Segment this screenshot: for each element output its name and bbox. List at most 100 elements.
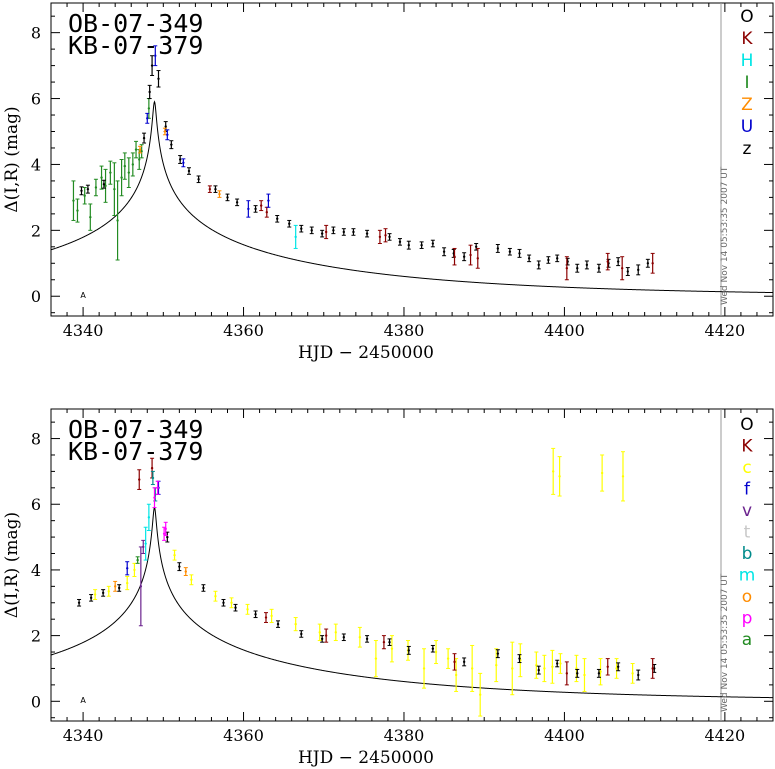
point-marker [434,650,438,654]
data-point [442,247,447,257]
point-marker [178,565,181,568]
x-tick-label: 4380 [384,321,425,340]
data-point [387,638,392,646]
chart-title-line: OB-07-349 [68,9,203,38]
x-tick-label: 4380 [384,726,425,745]
data-point [550,649,555,684]
point-marker [131,163,135,166]
series-I [71,98,151,261]
point-marker [113,187,116,191]
data-point [614,658,619,679]
point-marker [218,192,221,196]
data-point [75,198,80,223]
data-point [596,668,601,678]
point-marker [294,622,297,626]
data-point [221,598,226,607]
point-marker [620,267,624,270]
point-marker [147,107,151,110]
legend-item-I: I [744,73,749,93]
point-marker [358,636,362,639]
data-point [434,640,439,665]
point-marker [187,169,191,173]
y-tick-label: 0 [31,692,41,711]
data-point [165,531,170,543]
data-point [406,645,411,655]
point-marker [157,77,160,80]
data-point [510,641,515,696]
point-marker [606,260,609,263]
plot-area [51,45,773,294]
data-point [365,635,370,643]
point-marker [352,230,355,234]
legend-item-b: b [742,544,753,564]
data-point [650,658,655,679]
point-marker [264,616,268,619]
point-marker [77,601,81,604]
point-marker [518,657,521,660]
x-tick-label: 4360 [223,321,264,340]
legend-item-m: m [739,566,756,586]
legend-item-U: U [741,117,753,137]
point-marker [556,662,559,665]
data-point [299,630,304,638]
data-point [555,659,560,668]
data-point [287,219,292,228]
point-marker [559,662,562,665]
point-marker [166,133,169,136]
data-point [406,240,411,250]
y-axis-label: Δ(I,R) (mag) [2,512,22,618]
point-marker [310,229,313,232]
y-tick-label: 0 [31,287,41,306]
point-marker [407,243,410,247]
point-marker [139,585,143,588]
data-point [146,503,151,532]
data-point [145,112,150,124]
data-point [77,598,82,607]
legend-item-f: f [744,480,751,500]
chart-title-line: KB-07-379 [68,31,203,60]
series-o [113,567,188,592]
point-marker [138,148,142,151]
data-point [125,561,130,576]
chart-title-line: OB-07-349 [68,415,203,444]
series-a [135,556,140,564]
point-marker [606,665,609,669]
data-point [620,451,625,502]
data-point [93,178,98,197]
point-marker [431,647,435,650]
point-marker [107,590,110,593]
point-marker [109,171,112,174]
data-point [542,654,547,683]
data-point [130,152,135,177]
data-point [169,140,174,150]
series-m [143,503,151,561]
data-point [201,584,206,592]
data-point [474,243,479,251]
data-point [582,658,587,692]
series-U [145,45,271,218]
point-marker [142,545,145,549]
data-point [101,589,106,597]
data-point [134,140,139,159]
data-point [645,258,650,268]
point-marker [153,496,156,499]
data-point [536,260,541,270]
point-marker [478,693,482,696]
point-marker [565,267,569,270]
chart-panel-1: 4340 4360 4380 4400 4420 0 2 4 6 8 HJD − 2450000 Δ(… [2,2,774,363]
point-marker [146,117,149,120]
data-point [117,584,122,592]
point-marker [136,558,139,562]
x-tick-label: 4420 [705,726,746,745]
point-marker [134,148,138,151]
data-point [331,226,336,235]
data-point [555,254,560,263]
timestamp-label: Wed Nov 14 05:53:35 2007 UT [720,573,730,712]
data-point [320,229,325,238]
point-marker [164,527,167,531]
point-marker [320,232,324,235]
data-point [584,260,589,270]
data-point [309,226,314,235]
point-marker [626,270,629,273]
data-point [82,187,87,205]
